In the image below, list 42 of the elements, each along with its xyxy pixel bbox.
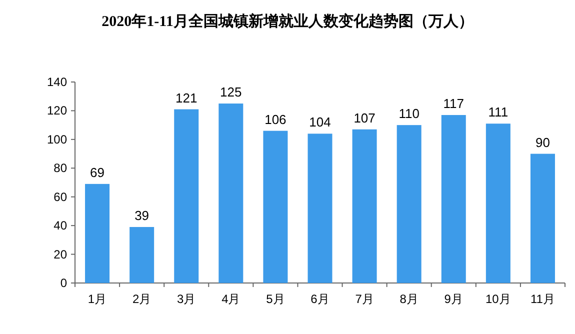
bar: [486, 124, 510, 283]
x-tick-label: 3月: [177, 292, 196, 306]
data-label: 117: [443, 96, 464, 112]
y-tick-label: 140: [46, 75, 68, 89]
x-tick-label: 4月: [222, 292, 240, 306]
bar: [218, 104, 244, 283]
data-label: 106: [264, 112, 286, 127]
y-tick-label: 80: [54, 161, 68, 176]
x-tick-label: 2月: [132, 292, 152, 306]
y-tick-label: 40: [54, 218, 68, 233]
bar: [308, 134, 332, 283]
bar: [396, 125, 422, 283]
y-tick-label: 20: [54, 247, 68, 262]
x-tick-label: 8月: [400, 292, 418, 306]
data-label: 110: [398, 106, 420, 122]
bar: [441, 115, 466, 283]
bar: [174, 109, 199, 283]
data-label: 104: [309, 114, 331, 130]
data-label: 125: [220, 84, 242, 100]
data-label: 39: [134, 208, 150, 224]
x-tick-label: 7月: [355, 292, 374, 306]
x-tick-label: 10月: [486, 292, 511, 306]
bar: [130, 227, 154, 283]
data-label: 121: [176, 90, 198, 106]
x-tick-label: 1月: [88, 292, 107, 306]
x-tick-label: 5月: [266, 292, 285, 306]
y-tick-label: 60: [54, 190, 68, 204]
x-tick-label: 11月: [530, 292, 555, 306]
y-tick-label: 0: [60, 276, 68, 290]
bar: [530, 154, 555, 283]
data-label: 111: [488, 104, 508, 120]
x-tick-label: 6月: [310, 292, 330, 306]
chart-title: 2020年1-11月全国城镇新增就业人数变化趋势图（万人）: [102, 12, 474, 30]
bar: [263, 130, 288, 283]
y-tick-label: 100: [46, 132, 68, 146]
data-label: 69: [90, 164, 105, 180]
x-tick-label: 9月: [444, 292, 463, 306]
bar: [85, 184, 110, 283]
data-label: 90: [535, 134, 550, 150]
y-tick-label: 120: [46, 104, 68, 118]
bar: [352, 129, 377, 283]
data-label: 107: [354, 110, 376, 126]
